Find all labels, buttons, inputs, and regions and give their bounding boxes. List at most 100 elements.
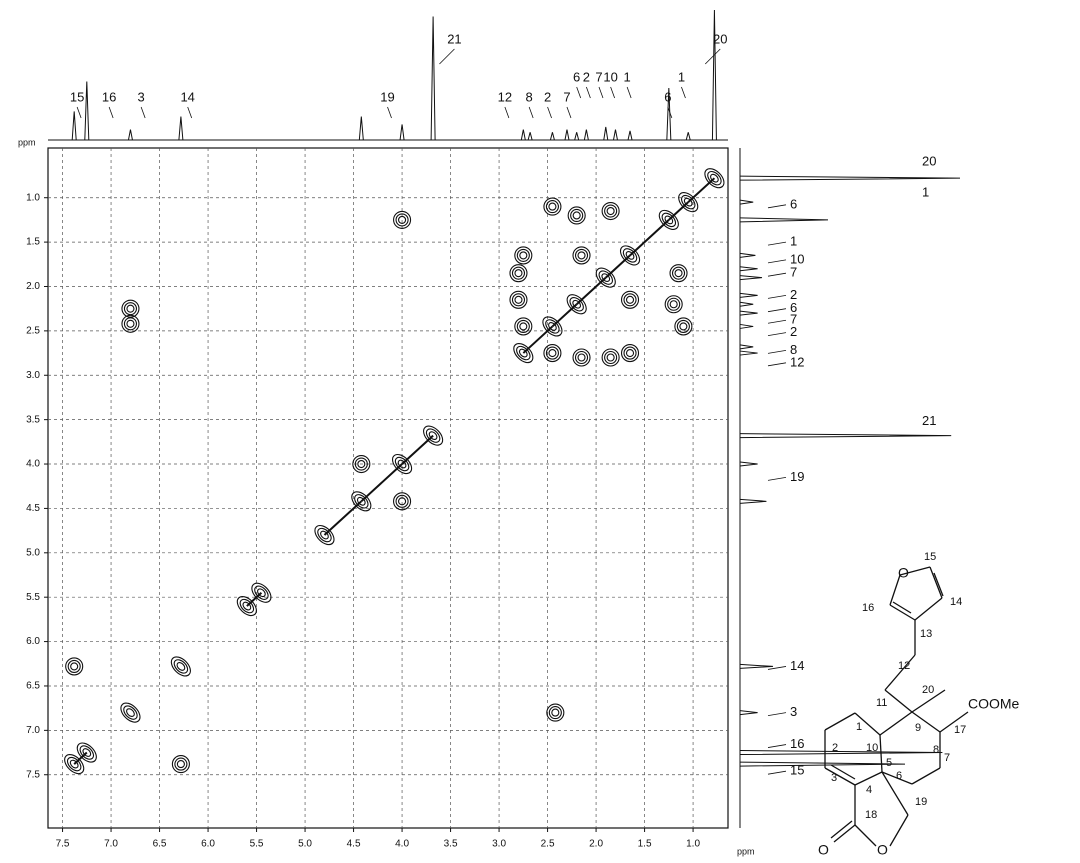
spectrum-peak <box>430 16 436 141</box>
x-tick-label: 5.5 <box>250 839 264 850</box>
x-tick-label: 3.5 <box>444 839 458 850</box>
cross-peak <box>620 290 640 309</box>
peak-label: 15 <box>790 763 804 778</box>
leader-line <box>767 666 787 670</box>
contour-ring <box>123 302 138 316</box>
atom-label: 18 <box>865 809 877 821</box>
leader-line <box>504 106 510 119</box>
atom-label: O <box>898 565 909 581</box>
spectrum-peak <box>739 498 767 504</box>
peak-label: 21 <box>922 413 936 428</box>
x-tick-label: 2.0 <box>589 839 603 850</box>
diagonal-ridge <box>246 592 263 607</box>
atom-label: 19 <box>915 796 927 808</box>
contour-ring <box>354 457 368 471</box>
cross-peak <box>121 314 140 333</box>
spectrum-peak <box>739 433 952 439</box>
peak-label: 2 <box>790 324 797 339</box>
contour-ring <box>570 208 584 223</box>
peak-label: 14 <box>180 89 194 104</box>
contour-ring <box>70 662 79 671</box>
cross-peak <box>170 656 191 677</box>
contour-ring <box>625 349 635 358</box>
contour-ring <box>545 200 559 214</box>
x-tick-label: 2.5 <box>541 839 555 850</box>
peak-label: 2 <box>544 89 551 104</box>
cross-peak <box>543 197 562 216</box>
peak-label: 7 <box>790 265 797 280</box>
contour-ring <box>572 211 581 220</box>
cross-peak <box>393 210 412 229</box>
leader-line <box>387 106 392 119</box>
contour-ring <box>667 297 681 311</box>
x-unit: ppm <box>737 846 755 856</box>
y-tick-label: 7.5 <box>26 769 40 780</box>
spectrum-peak <box>127 129 133 141</box>
spectrum-peak <box>685 132 691 141</box>
cross-peak <box>352 454 371 474</box>
contour-ring <box>676 319 690 333</box>
diagonal-ridge <box>360 463 403 503</box>
y-tick-label: 1.0 <box>26 192 40 203</box>
contour-ring <box>679 322 688 331</box>
contour-ring <box>577 353 586 362</box>
contour-ring <box>548 349 557 358</box>
spectrum-peak <box>739 310 758 316</box>
contour-ring <box>511 293 526 307</box>
cross-peak <box>120 702 141 723</box>
spectrum-peak <box>739 663 774 669</box>
y-unit: ppm <box>18 137 36 147</box>
contour-ring <box>126 708 135 717</box>
cross-peak <box>664 295 683 314</box>
contour-ring <box>519 251 528 260</box>
contour-ring <box>548 202 557 211</box>
peak-label: 19 <box>790 469 804 484</box>
atom-label: COOMe <box>968 696 1020 712</box>
contour-ring <box>516 248 530 262</box>
peak-label: 19 <box>380 89 394 104</box>
contour-ring <box>176 662 186 671</box>
spectrum-peak <box>739 175 961 181</box>
contour-ring <box>574 248 589 262</box>
x-tick-label: 7.0 <box>104 839 118 850</box>
y-tick-label: 1.5 <box>26 237 40 248</box>
cross-peak <box>393 492 412 511</box>
spectrum-peak <box>739 750 943 756</box>
peak-label: 6 <box>790 300 797 315</box>
atom-label: 6 <box>896 770 902 782</box>
peak-label: 2 <box>583 69 590 84</box>
leader-line <box>767 744 787 748</box>
diagonal-ridge <box>605 254 631 279</box>
contour-ring <box>511 266 526 280</box>
contour-ring <box>126 304 135 313</box>
leader-line <box>547 106 552 119</box>
leader-line <box>140 106 146 119</box>
leader-line <box>767 259 787 264</box>
diagonal-ridge <box>575 276 607 305</box>
cross-peak <box>546 703 565 722</box>
plot-frame <box>47 147 729 829</box>
leader-line <box>626 86 632 99</box>
spectrum-peak <box>739 292 758 298</box>
diagonal-ridge <box>551 303 578 328</box>
contour-ring <box>623 293 637 307</box>
contour-ring <box>514 269 523 278</box>
diagonal-ridge <box>629 219 670 257</box>
peak-label: 12 <box>498 89 512 104</box>
leader-line <box>585 86 591 99</box>
peak-label: 6 <box>664 89 671 104</box>
x-tick-label: 1.0 <box>686 839 700 850</box>
diagonal-ridge <box>668 201 689 221</box>
spectrum-peak <box>612 129 618 141</box>
atom-label: 5 <box>886 757 892 769</box>
atom-label: 1 <box>856 721 862 733</box>
y-tick-label: 4.0 <box>26 459 40 470</box>
peak-label: 3 <box>790 704 797 719</box>
cross-peak <box>514 246 533 265</box>
atom-label: 17 <box>954 724 966 736</box>
x-tick-label: 6.5 <box>153 839 167 850</box>
contour-ring <box>606 353 615 362</box>
leader-line <box>767 712 787 716</box>
